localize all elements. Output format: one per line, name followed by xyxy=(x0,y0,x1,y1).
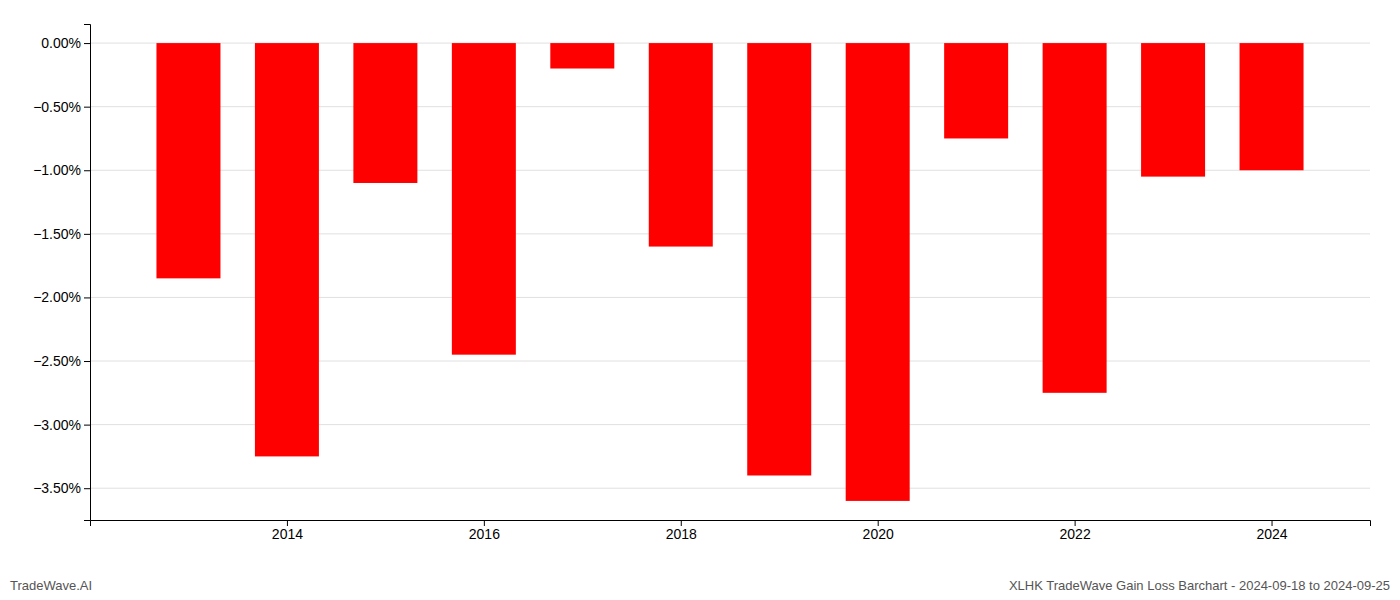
tick-label: 2022 xyxy=(1060,526,1091,542)
tick: 2014 xyxy=(272,520,303,542)
tick-mark xyxy=(84,425,90,426)
tick-label: −3.50% xyxy=(33,480,81,496)
tick-label: −3.00% xyxy=(33,417,81,433)
bar xyxy=(452,43,516,355)
bar xyxy=(353,43,417,183)
tick-label: −1.00% xyxy=(33,162,81,178)
tick: −2.50% xyxy=(33,353,90,369)
tick-mark xyxy=(84,234,90,235)
tick-label: 2018 xyxy=(666,526,697,542)
tick: 2020 xyxy=(863,520,894,542)
tick: 2016 xyxy=(469,520,500,542)
tick: −1.50% xyxy=(33,226,90,242)
tick-mark xyxy=(84,107,90,108)
tick-mark xyxy=(84,361,90,362)
tick: 2018 xyxy=(666,520,697,542)
tick-mark xyxy=(84,43,90,44)
tick-label: 2016 xyxy=(469,526,500,542)
bar xyxy=(1240,43,1304,170)
tick: −3.00% xyxy=(33,417,90,433)
tick: −0.50% xyxy=(33,99,90,115)
chart: 2014 2016 2018 2020 2022 2024 0.00% −0.50% −1.00… xyxy=(0,0,1400,600)
tick: −3.50% xyxy=(33,480,90,496)
grid-line xyxy=(90,488,1370,489)
tick-label: −1.50% xyxy=(33,226,81,242)
bar xyxy=(649,43,713,246)
bar xyxy=(550,43,614,68)
tick: 0.00% xyxy=(41,35,90,51)
tick: 2024 xyxy=(1256,520,1287,542)
tick-label: 0.00% xyxy=(41,35,81,51)
tick-label: −0.50% xyxy=(33,99,81,115)
tick-mark xyxy=(84,170,90,171)
bar xyxy=(156,43,220,278)
bar xyxy=(255,43,319,456)
bar xyxy=(1141,43,1205,177)
footer-left: TradeWave.AI xyxy=(10,578,92,593)
tick-mark xyxy=(84,297,90,298)
bars xyxy=(156,43,1303,501)
bar xyxy=(1043,43,1107,393)
tick-label: 2024 xyxy=(1256,526,1287,542)
tick-label: 2014 xyxy=(272,526,303,542)
tick: −2.00% xyxy=(33,289,90,305)
footer-right: XLHK TradeWave Gain Loss Barchart - 2024… xyxy=(1009,578,1390,593)
y-axis: 0.00% −0.50% −1.00% −1.50% −2.00% −2.50% −3.00… xyxy=(33,25,90,521)
bar xyxy=(944,43,1008,138)
grid xyxy=(90,43,1370,488)
tick-mark xyxy=(84,488,90,489)
tick: 2022 xyxy=(1060,520,1091,542)
x-axis: 2014 2016 2018 2020 2022 2024 xyxy=(91,520,1371,542)
bar xyxy=(846,43,910,501)
tick-label: −2.50% xyxy=(33,353,81,369)
axis-line xyxy=(84,25,91,521)
tick-label: −2.00% xyxy=(33,289,81,305)
tick-label: 2020 xyxy=(863,526,894,542)
bar xyxy=(747,43,811,475)
tick: −1.00% xyxy=(33,162,90,178)
